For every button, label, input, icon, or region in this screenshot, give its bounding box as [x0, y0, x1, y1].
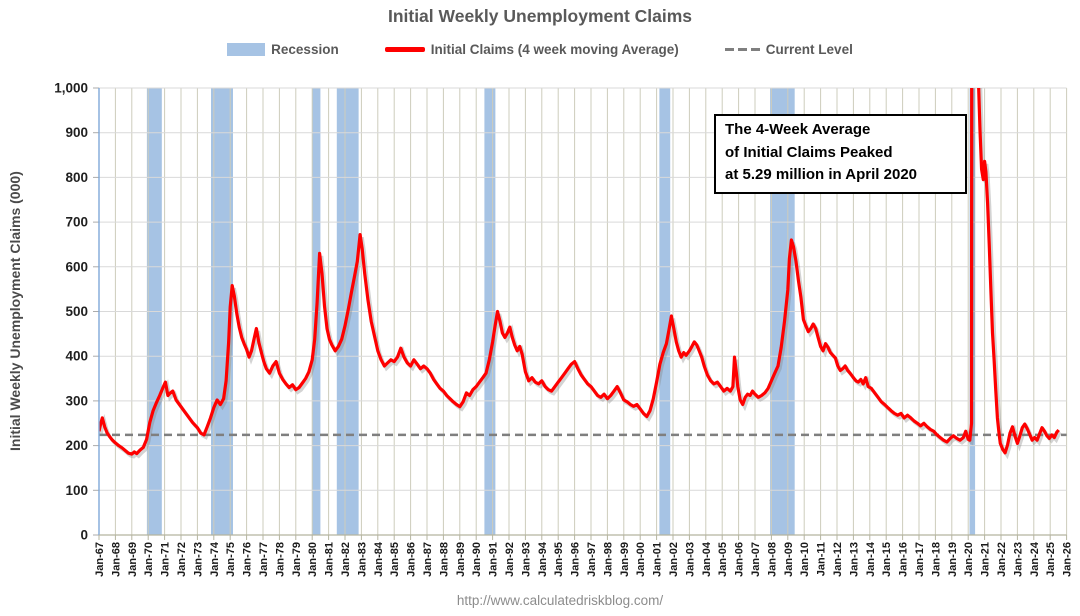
x-tick-label: Jan-06	[734, 542, 746, 577]
legend-label-current-level: Current Level	[765, 42, 853, 57]
axis-ticks	[93, 87, 1068, 540]
x-tick-label: Jan-12	[832, 542, 844, 577]
initial-claims-series	[99, 88, 1062, 460]
y-tick-label: 500	[65, 304, 88, 319]
footer-url: http://www.calculatedriskblog.com/	[456, 593, 664, 608]
x-tick-label: Jan-80	[307, 542, 319, 577]
dash-swatch-icon	[724, 48, 760, 51]
y-tick-label: 800	[65, 170, 88, 185]
x-tick-label: Jan-74	[209, 541, 221, 577]
legend-item-current-level: Current Level	[724, 42, 853, 57]
legend-label-initial-claims: Initial Claims (4 week moving Average)	[430, 42, 679, 57]
annotation-line-3: at 5.29 million in April 2020	[725, 166, 918, 183]
x-tick-label: Jan-01	[652, 542, 664, 577]
y-axis-title: Initial Weekly Unemployment Claims (000)	[7, 171, 23, 452]
x-tick-label: Jan-16	[898, 542, 910, 577]
chart-title: Initial Weekly Unemployment Claims	[387, 6, 693, 26]
x-tick-label: Jan-98	[602, 542, 614, 577]
x-tick-label: Jan-72	[176, 542, 188, 577]
x-tick-label: Jan-11	[816, 542, 828, 576]
x-tick-label: Jan-90	[471, 542, 483, 577]
initial-claims-line	[99, 88, 1060, 456]
y-tick-label: 100	[65, 483, 88, 498]
x-tick-label: Jan-94	[537, 541, 549, 577]
x-tick-label: Jan-89	[455, 542, 467, 577]
legend: Recession Initial Claims (4 week moving …	[0, 42, 1080, 57]
x-tick-label: Jan-87	[422, 542, 434, 577]
y-tick-label: 700	[65, 215, 88, 230]
x-tick-label: Jan-81	[324, 542, 336, 577]
x-tick-label: Jan-71	[160, 542, 172, 577]
x-tick-label: Jan-26	[1062, 542, 1074, 577]
y-tick-label: 0	[80, 528, 88, 543]
x-tick-label: Jan-76	[242, 542, 254, 577]
line-shadow	[99, 88, 1062, 460]
x-tick-label: Jan-84	[373, 541, 385, 577]
x-tick-label: Jan-22	[996, 542, 1008, 577]
x-tick-label: Jan-79	[291, 542, 303, 577]
annotation-line-1: The 4-Week Average	[725, 121, 871, 138]
legend-label-recession: Recession	[271, 42, 339, 57]
x-tick-label: Jan-85	[389, 542, 401, 577]
x-tick-label: Jan-24	[1029, 541, 1041, 577]
annotation-line-2: of Initial Claims Peaked	[725, 143, 893, 161]
red-line-swatch-icon	[384, 47, 425, 52]
x-tick-label: Jan-99	[619, 542, 631, 577]
x-tick-label: Jan-67	[94, 542, 106, 577]
y-tick-label: 600	[65, 259, 88, 274]
x-tick-label: Jan-05	[717, 542, 729, 577]
x-tick-label: Jan-15	[881, 542, 893, 577]
x-tick-label: Jan-25	[1045, 542, 1057, 577]
x-tick-label: Jan-17	[914, 542, 926, 577]
y-tick-label: 400	[65, 349, 88, 364]
y-tick-labels: 0 100 200 300 400 500 600 700 800 900 1,000	[54, 81, 88, 543]
x-tick-label: Jan-69	[127, 542, 139, 577]
x-tick-label: Jan-13	[848, 542, 860, 577]
legend-item-recession: Recession	[227, 42, 339, 57]
x-tick-label: Jan-83	[356, 542, 368, 577]
x-tick-label: Jan-70	[143, 542, 155, 577]
x-tick-label: Jan-20	[963, 542, 975, 577]
x-tick-label: Jan-03	[684, 542, 696, 577]
x-tick-label: Jan-14	[865, 541, 877, 577]
x-tick-label: Jan-08	[766, 542, 778, 577]
x-tick-label: Jan-19	[947, 542, 959, 577]
legend-item-initial-claims: Initial Claims (4 week moving Average)	[384, 42, 679, 57]
x-tick-label: Jan-95	[553, 542, 565, 577]
x-tick-label: Jan-86	[406, 542, 418, 577]
x-tick-label: Jan-10	[799, 542, 811, 577]
x-tick-label: Jan-92	[504, 542, 516, 577]
x-tick-label: Jan-78	[274, 542, 286, 577]
x-tick-label: Jan-00	[635, 542, 647, 577]
x-tick-label: Jan-77	[258, 542, 270, 577]
x-tick-label: Jan-23	[1012, 542, 1024, 577]
x-tick-label: Jan-75	[225, 542, 237, 577]
x-tick-label: Jan-91	[488, 542, 500, 577]
x-tick-label: Jan-02	[668, 542, 680, 577]
x-tick-label: Jan-18	[930, 542, 942, 577]
y-tick-label: 300	[65, 393, 88, 408]
recession-swatch-icon	[227, 43, 266, 56]
x-tick-label: Jan-04	[701, 541, 713, 577]
x-tick-label: Jan-21	[980, 542, 992, 577]
y-tick-label: 900	[65, 125, 88, 140]
x-tick-label: Jan-73	[192, 542, 204, 577]
y-tick-label: 200	[65, 438, 88, 453]
annotation-box: The 4-Week Average of Initial Claims Pea…	[714, 114, 967, 194]
x-tick-label: Jan-88	[438, 542, 450, 577]
x-tick-label: Jan-09	[783, 542, 795, 577]
x-tick-label: Jan-82	[340, 542, 352, 577]
x-tick-label: Jan-96	[570, 542, 582, 577]
x-tick-labels: Jan-67 Jan-68 Jan-69 Jan-70 Jan-71 Jan-72 Jan-…	[94, 541, 1074, 577]
x-tick-label: Jan-07	[750, 542, 762, 577]
x-tick-label: Jan-68	[110, 542, 122, 577]
x-tick-label: Jan-93	[520, 542, 532, 577]
y-tick-label: 1,000	[54, 81, 88, 96]
x-tick-label: Jan-97	[586, 542, 598, 577]
